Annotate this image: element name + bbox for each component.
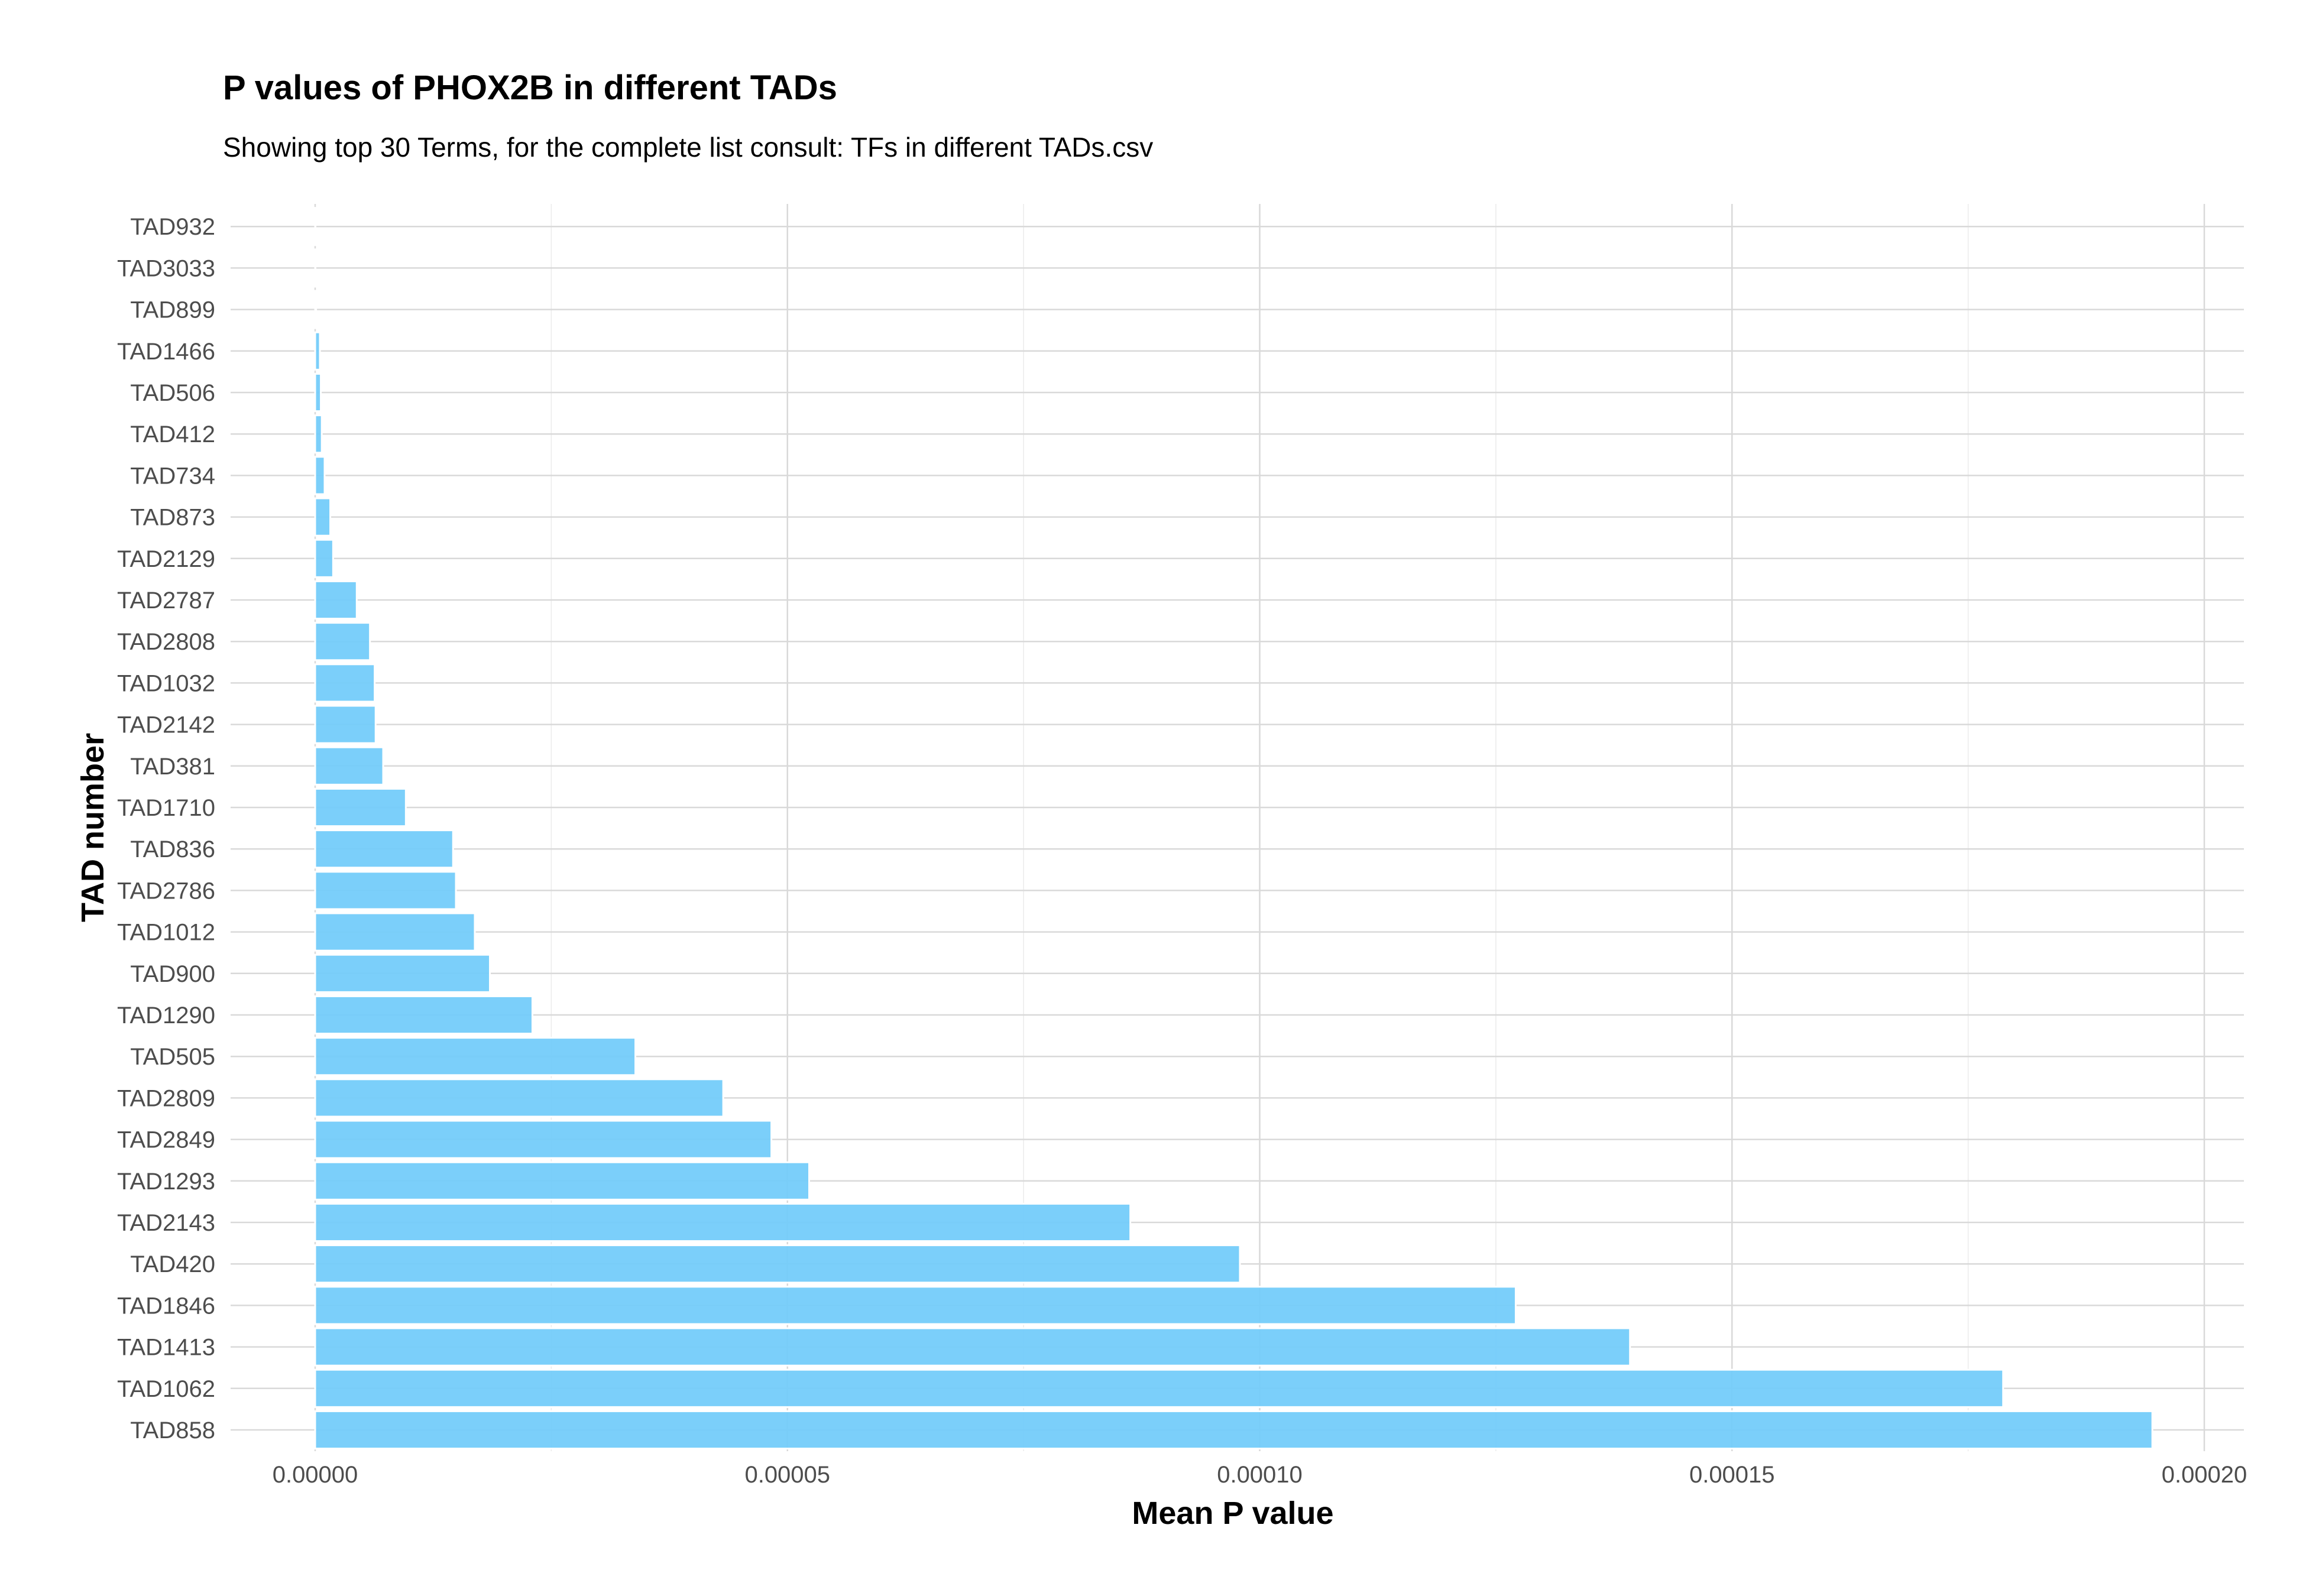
bar-tad899 <box>314 290 318 329</box>
y-tick-label: TAD873 <box>130 505 215 531</box>
y-tick-label: TAD2142 <box>117 712 215 738</box>
x-axis-title: Mean P value <box>1132 1496 1333 1531</box>
bar-tad1012 <box>314 912 476 952</box>
bar-tad1032 <box>314 663 376 703</box>
bar-tad412 <box>314 414 323 454</box>
bar-tad1846 <box>314 1286 1517 1325</box>
y-tick-label: TAD1032 <box>117 670 215 696</box>
bar-tad505 <box>314 1037 637 1076</box>
y-tick-label: TAD381 <box>130 754 215 780</box>
y-tick-label: TAD1466 <box>117 339 215 365</box>
bar-tad2129 <box>314 539 334 578</box>
y-tick-label: TAD2129 <box>117 546 215 572</box>
y-tick-label: TAD1413 <box>117 1335 215 1361</box>
bar-tad858 <box>314 1410 2153 1450</box>
y-tick-label: TAD505 <box>130 1044 215 1070</box>
y-tick-label: TAD1062 <box>117 1376 215 1402</box>
y-tick-label: TAD2143 <box>117 1210 215 1236</box>
bar-tad2808 <box>314 622 371 661</box>
y-axis-tick-labels: TAD858 TAD1062 TAD1413 TAD1846 TAD420 TAD2143… <box>117 214 215 1443</box>
chart-title: P values of PHOX2B in different TADs <box>223 69 837 107</box>
y-tick-label: TAD734 <box>130 463 215 489</box>
x-tick-label: 0.00005 <box>744 1462 830 1488</box>
bar-tad900 <box>314 953 491 993</box>
y-tick-label: TAD836 <box>130 836 215 862</box>
bar-tad1293 <box>314 1161 810 1201</box>
bar-tad2143 <box>314 1202 1132 1243</box>
y-tick-label: TAD2808 <box>117 629 215 655</box>
y-tick-label: TAD899 <box>130 297 215 323</box>
y-tick-label: TAD420 <box>130 1251 215 1277</box>
y-tick-label: TAD2809 <box>117 1085 215 1111</box>
y-tick-label: TAD900 <box>130 961 215 987</box>
y-axis-title: TAD number <box>75 733 111 922</box>
bar-tad2142 <box>314 705 377 744</box>
y-tick-label: TAD1846 <box>117 1293 215 1319</box>
bar-tad1710 <box>314 787 407 828</box>
bar-tad873 <box>314 497 332 537</box>
y-tick-label: TAD1290 <box>117 1003 215 1029</box>
bar-tad734 <box>314 456 326 495</box>
bar-tad1466 <box>314 331 321 371</box>
y-tick-label: TAD1710 <box>117 795 215 821</box>
y-tick-label: TAD3033 <box>117 255 215 281</box>
bar-tad2786 <box>314 871 457 910</box>
chart-subtitle: Showing top 30 Terms, for the complete l… <box>223 132 1153 163</box>
bar-tad2809 <box>314 1078 724 1118</box>
x-axis-tick-labels: 0.00000 0.00005 0.00010 0.00015 0.00020 <box>273 1462 2247 1488</box>
x-tick-label: 0.00020 <box>2162 1462 2247 1488</box>
bar-tad932 <box>314 207 316 246</box>
y-tick-label: TAD858 <box>130 1417 215 1443</box>
y-tick-label: TAD412 <box>130 421 215 447</box>
x-tick-label: 0.00010 <box>1217 1462 1303 1488</box>
bar-tad836 <box>314 829 454 869</box>
bar-tad381 <box>314 746 384 786</box>
x-tick-label: 0.00000 <box>273 1462 358 1488</box>
bars <box>314 207 2153 1450</box>
y-tick-label: TAD2786 <box>117 878 215 904</box>
bar-tad1062 <box>314 1368 2004 1408</box>
y-tick-label: TAD2787 <box>117 588 215 614</box>
y-tick-label: TAD1012 <box>117 920 215 946</box>
x-tick-label: 0.00015 <box>1689 1462 1775 1488</box>
bar-tad2787 <box>314 580 358 620</box>
bar-tad420 <box>314 1244 1241 1284</box>
y-tick-label: TAD506 <box>130 380 215 406</box>
bar-tad2849 <box>314 1120 773 1159</box>
bar-tad506 <box>314 372 322 413</box>
y-tick-label: TAD1293 <box>117 1169 215 1195</box>
y-tick-label: TAD932 <box>130 214 215 240</box>
bar-tad3033 <box>314 248 316 288</box>
bar-tad1413 <box>314 1327 1631 1367</box>
y-tick-label: TAD2849 <box>117 1127 215 1153</box>
bar-tad1290 <box>314 995 533 1035</box>
